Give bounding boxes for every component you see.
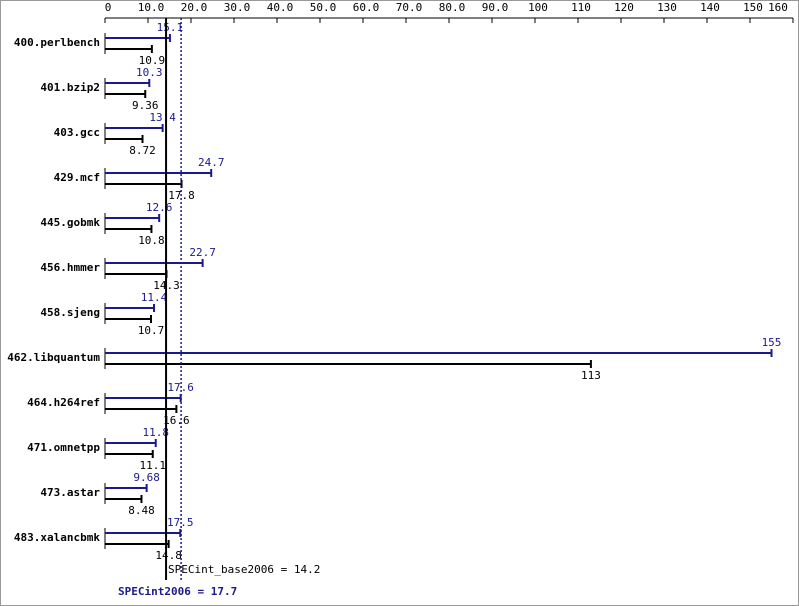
category-label: 458.sjeng: [40, 306, 100, 319]
category-label: 462.libquantum: [7, 351, 100, 364]
x-tick-label: 60.0: [353, 1, 380, 14]
x-tick-label: 10.0: [138, 1, 165, 14]
x-tick-label: 30.0: [224, 1, 251, 14]
category-label: 400.perlbench: [14, 36, 100, 49]
value-label: 10.7: [138, 324, 165, 337]
x-tick-label: 20.0: [181, 1, 208, 14]
value-label: 8.48: [128, 504, 155, 517]
category-label: 401.bzip2: [40, 81, 100, 94]
x-tick-label: 120: [614, 1, 634, 14]
value-label: 13.4: [149, 111, 176, 124]
reference-label: SPECint_base2006 = 14.2: [168, 563, 320, 576]
category-label: 429.mcf: [54, 171, 100, 184]
x-tick-label: 80.0: [439, 1, 466, 14]
x-tick-label: 130: [657, 1, 677, 14]
value-label: 16.6: [163, 414, 190, 427]
value-label: 9.68: [133, 471, 160, 484]
x-tick-label: 40.0: [267, 1, 294, 14]
value-label: 10.3: [136, 66, 163, 79]
value-label: 24.7: [198, 156, 225, 169]
value-label: 10.8: [138, 234, 165, 247]
value-label: 9.36: [132, 99, 159, 112]
x-tick-label: 160: [768, 1, 788, 14]
value-label: 11.8: [142, 426, 169, 439]
value-label: 14.8: [155, 549, 182, 562]
value-label: 113: [581, 369, 601, 382]
x-tick-label: 50.0: [310, 1, 337, 14]
reference-label: SPECint2006 = 17.7: [118, 585, 237, 598]
value-label: 10.9: [139, 54, 166, 67]
category-label: 464.h264ref: [27, 396, 100, 409]
value-label: 22.7: [189, 246, 216, 259]
x-tick-label: 70.0: [396, 1, 423, 14]
category-label: 483.xalancbmk: [14, 531, 100, 544]
category-label: 473.astar: [40, 486, 100, 499]
value-label: 8.72: [129, 144, 156, 157]
x-tick-label: 140: [700, 1, 720, 14]
x-tick-label: 150: [743, 1, 763, 14]
category-label: 456.hmmer: [40, 261, 100, 274]
category-label: 471.omnetpp: [27, 441, 100, 454]
value-label: 11.4: [141, 291, 168, 304]
x-tick-label: 90.0: [482, 1, 509, 14]
x-tick-label: 110: [571, 1, 591, 14]
value-label: 15.1: [157, 21, 184, 34]
value-label: 155: [762, 336, 782, 349]
x-tick-label: 100: [528, 1, 548, 14]
value-label: 12.6: [146, 201, 173, 214]
category-label: 445.gobmk: [40, 216, 100, 229]
value-label: 11.1: [139, 459, 166, 472]
value-label: 17.5: [167, 516, 194, 529]
x-tick-label: 0: [105, 1, 112, 14]
category-label: 403.gcc: [54, 126, 100, 139]
